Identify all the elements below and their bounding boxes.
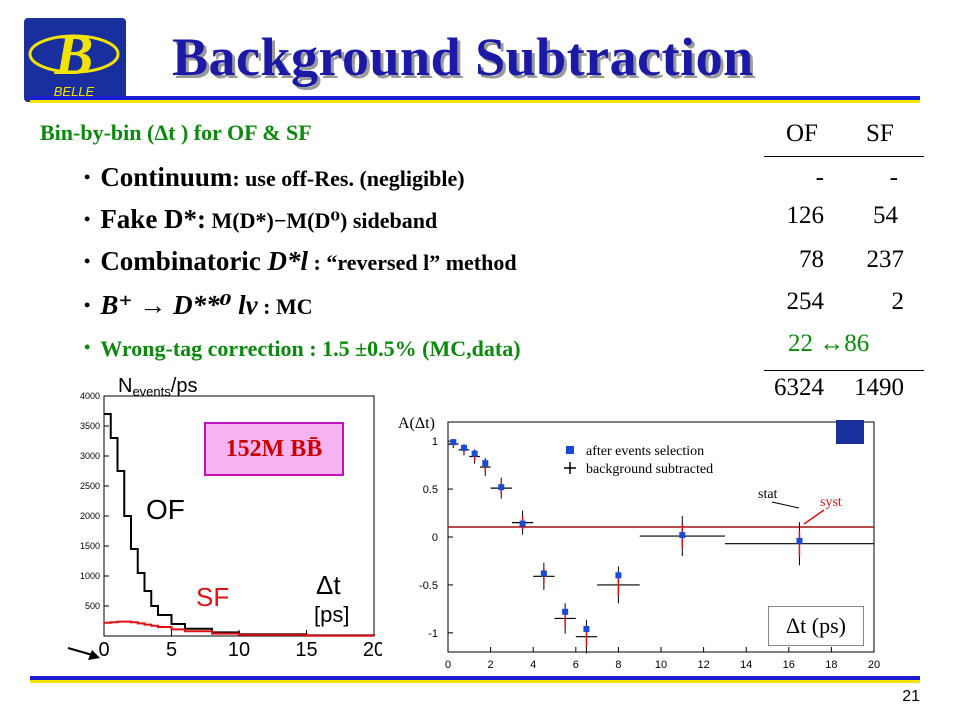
x-tick-label: 6 <box>573 659 579 671</box>
footer-rule <box>30 676 920 680</box>
x-tick-label: 15 <box>295 639 317 661</box>
selection-point <box>540 570 547 577</box>
selection-point <box>615 572 622 579</box>
x-tick-label: 2 <box>488 659 494 671</box>
y-tick-label: 3500 <box>80 421 100 431</box>
x-tick-label: 20 <box>868 659 880 671</box>
selection-point <box>679 532 686 539</box>
bullet-continuum: • Continuum: use off-Res. (negligible) <box>84 162 465 192</box>
dataset-label: 152M BB̄ <box>204 422 344 476</box>
table-cell: - <box>815 164 824 191</box>
x-tick-label: 14 <box>740 659 752 671</box>
x-tick-label: 4 <box>530 659 536 671</box>
table-cell: 126 <box>786 202 825 229</box>
belle-logo: B BELLE <box>24 18 126 102</box>
dt-axis-label: Δt (ps) <box>768 606 864 646</box>
x-tick-label: 20 <box>363 639 382 661</box>
arrow-head-icon <box>88 650 100 660</box>
table-total-sf: 1490 <box>854 374 904 401</box>
bullet-fake-dstar: • Fake D*: M(D*)−M(D⁰) sideband <box>84 204 438 234</box>
table-header-rule <box>764 156 924 157</box>
left-histogram-svg: 4000 3500 3000 2500 2000 1500 1000 500 0 5 10 15 20… <box>67 375 385 661</box>
x-tick-label: 8 <box>615 659 621 671</box>
selection-point <box>498 484 505 491</box>
x-tick-label: 0 <box>445 659 451 671</box>
belle-mini-logo-icon <box>836 420 864 444</box>
selection-point <box>471 450 478 457</box>
series-line-sf <box>104 620 375 637</box>
y-tick-label: 1000 <box>80 571 100 581</box>
y-tick-label: 0 <box>432 532 438 544</box>
table-total-of: 6324 <box>774 374 824 401</box>
selection-point <box>583 626 590 632</box>
y-tick-label: 3000 <box>80 451 100 461</box>
subtitle: Bin-by-bin (Δt ) for OF & SF <box>40 120 312 145</box>
left-xunit: [ps] <box>314 602 349 627</box>
table-cell: 2 <box>891 288 905 315</box>
legend-square-icon <box>566 446 574 454</box>
selection-point <box>450 439 457 446</box>
bullet-wrong-tag: • Wrong-tag correction : 1.5 ±0.5% (MC,da… <box>84 336 521 361</box>
left-ylabel: Nevents/ps <box>118 375 197 399</box>
left-xlabel: Δt <box>316 570 341 600</box>
selection-point <box>562 608 569 615</box>
bullet-combinatoric: • Combinatoric D*l : “reversed l” method <box>84 246 517 276</box>
x-tick-label: 18 <box>825 659 837 671</box>
syst-label: syst <box>820 495 842 510</box>
title-rule-accent <box>30 100 920 103</box>
svg-text:BELLE: BELLE <box>54 84 95 99</box>
selection-point <box>796 537 803 544</box>
y-tick-label: 1 <box>432 436 438 448</box>
selection-point <box>519 520 526 527</box>
y-tick-label: 2500 <box>80 481 100 491</box>
y-tick-label: -0.5 <box>419 580 438 592</box>
legend-item: after events selection <box>586 444 704 459</box>
asymmetry-plot-svg: 1 0.5 0 -0.5 -1 0 2 4 6 8 10 12 14 16 18 20 A(Δt) afte… <box>398 415 880 671</box>
legend-item: background subtracted <box>586 462 713 477</box>
syst-arrow <box>803 509 825 525</box>
x-tick-label: 0 <box>98 639 109 661</box>
y-tick-label: 2000 <box>80 511 100 521</box>
y-tick-label: -1 <box>428 628 438 640</box>
table-header-of: OF <box>786 120 818 147</box>
bullet-b-plus: • B⁺ → D**⁰ lν : MC <box>84 290 313 320</box>
footer-rule-accent <box>30 680 920 683</box>
table-cell: 78 <box>799 246 824 273</box>
table-total-rule <box>764 370 924 371</box>
table-cell: 54 <box>873 202 898 229</box>
table-cell: 254 <box>786 288 825 315</box>
stat-arrow <box>771 501 800 509</box>
x-tick-label: 10 <box>228 639 250 661</box>
page-number: 21 <box>902 688 920 705</box>
stat-label: stat <box>758 487 778 502</box>
svg-text:B: B <box>54 22 94 87</box>
of-label: OF <box>146 494 185 525</box>
belle-logo-icon: B BELLE <box>28 22 120 99</box>
x-tick-label: 16 <box>783 659 795 671</box>
selection-point <box>460 444 467 451</box>
selection-point <box>482 460 489 467</box>
y-tick-label: 500 <box>85 601 100 611</box>
x-tick-label: 5 <box>166 639 177 661</box>
left-histogram: 4000 3500 3000 2500 2000 1500 1000 500 0 5 10 15 20… <box>56 374 385 664</box>
x-tick-label: 10 <box>655 659 667 671</box>
y-tick-label: 1500 <box>80 541 100 551</box>
table-cell: - <box>889 164 898 191</box>
table-cell-wrongtag: 22 ↔86 <box>788 330 870 357</box>
table-header-sf: SF <box>866 120 894 147</box>
sf-label: SF <box>196 582 229 612</box>
y-tick-label: 0.5 <box>423 484 438 496</box>
title-rule <box>30 96 920 100</box>
page-title: Background Subtraction <box>172 27 754 87</box>
y-tick-label: 4000 <box>80 391 100 401</box>
table-cell: 237 <box>866 246 905 273</box>
x-tick-label: 12 <box>697 659 709 671</box>
right-ylabel: A(Δt) <box>398 415 435 432</box>
